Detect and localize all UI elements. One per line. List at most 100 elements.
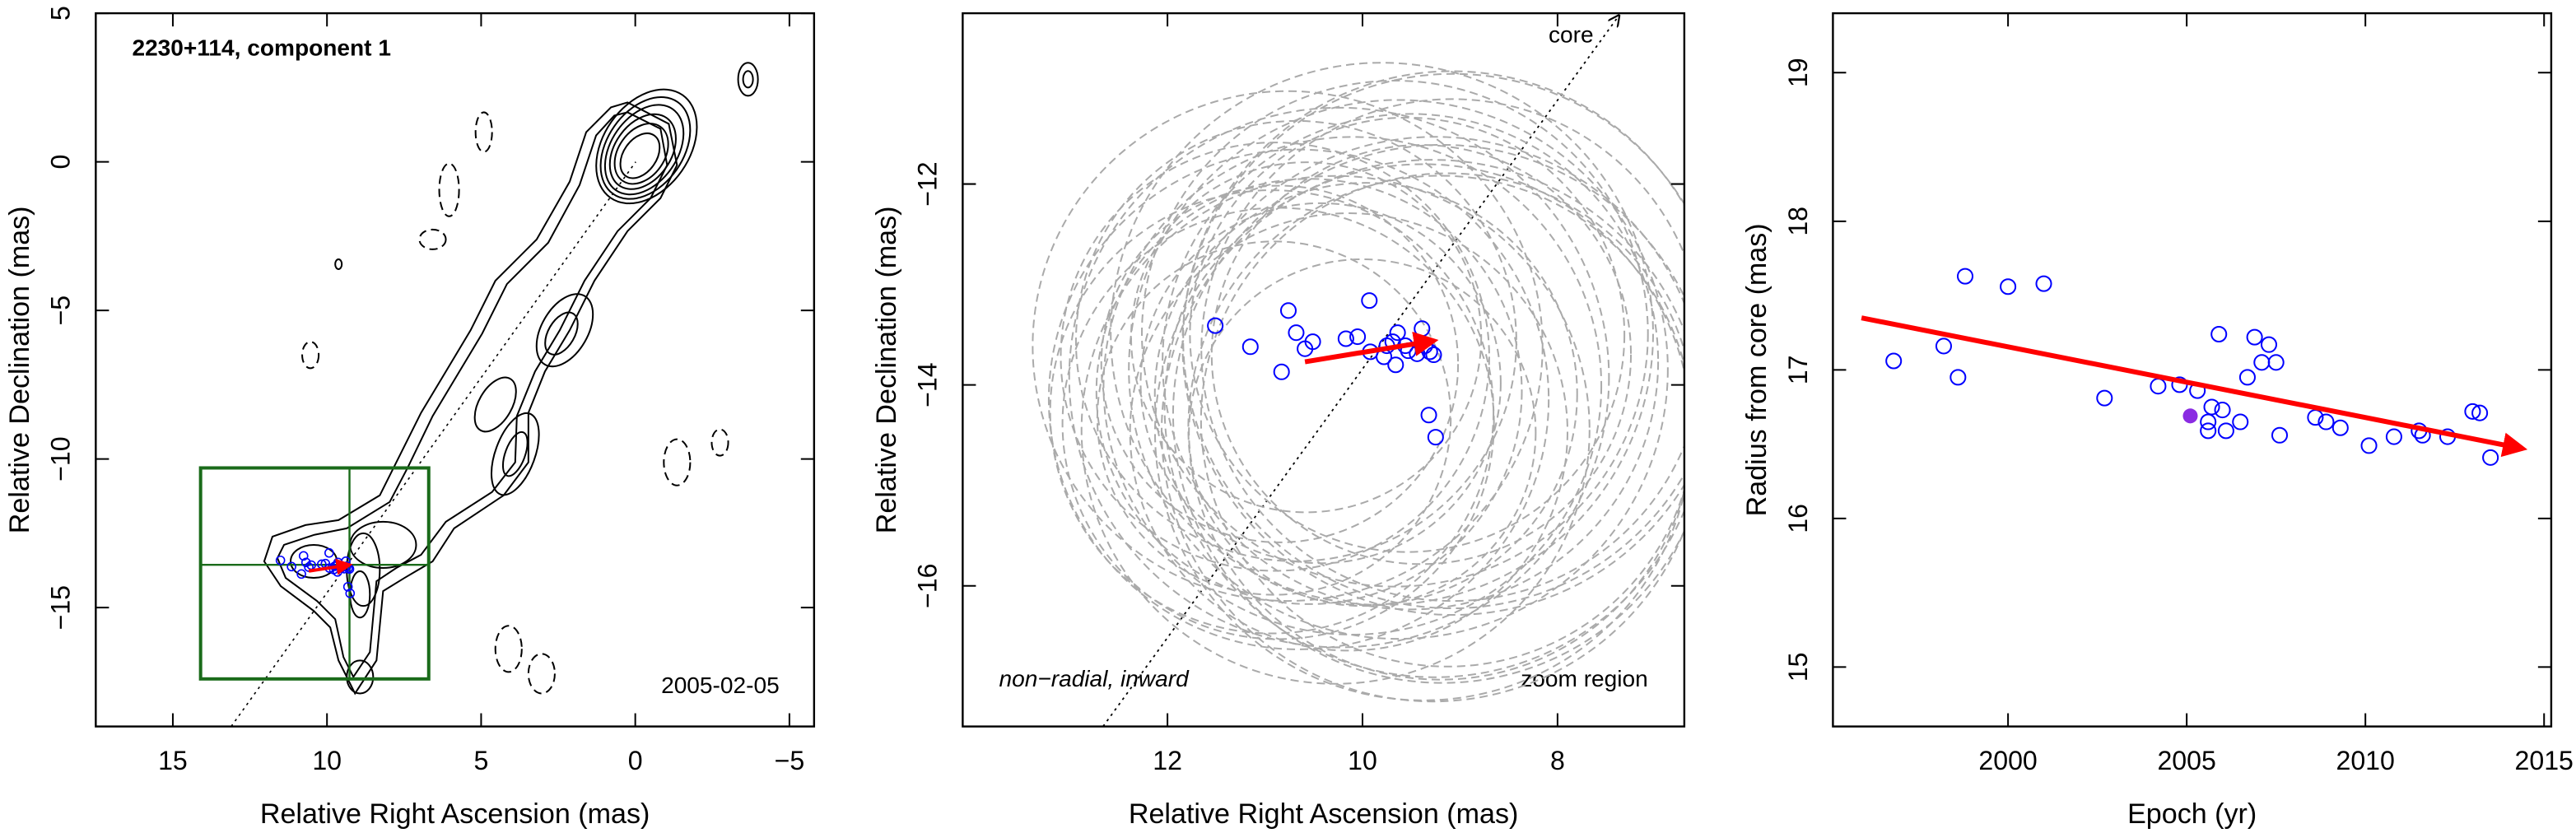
x-tick-label: 2015 [2515,746,2574,775]
uncertainty-circle [1139,202,1502,565]
x-axis-label: Relative Right Ascension (mas) [260,798,650,830]
y-axis-label: Relative Declination (mas) [4,206,35,533]
uncertainty-circle [1161,159,1684,703]
x-tick-label: −5 [775,746,805,775]
point [1273,363,1290,380]
contour [276,111,668,679]
point [1935,337,1952,355]
point [2267,354,2285,371]
uncertainty-circle [1047,148,1550,650]
uncertainty-circle [1100,184,1460,543]
core-label: core [1549,22,1594,48]
y-tick-label: −5 [46,296,76,326]
x-tick-label: 8 [1550,746,1565,775]
contour [263,101,678,696]
contour [613,123,669,185]
uncertainty-circle [1110,62,1654,606]
point [2217,422,2234,440]
uncertainty-circle [1061,207,1495,640]
x-tick-label: 0 [628,746,643,775]
uncertainty-circle [1095,178,1523,605]
zoom-label: zoom region [1521,666,1648,691]
uncertainty-circle [1102,136,1603,635]
contour [544,311,579,356]
uncertainty-circle [1199,172,1684,668]
uncertainty-circle [1032,90,1544,603]
point [2360,437,2378,454]
uncertainty-circle [1162,113,1660,611]
y-tick-label: −16 [913,564,943,608]
point [1241,338,1259,356]
y-tick-label: 16 [1783,504,1813,533]
x-tick-label: 12 [1153,746,1182,775]
uncertainty-circle [1154,163,1684,701]
component-position [298,551,309,561]
uncertainty-circle [1210,144,1633,565]
contour [599,96,692,200]
contour [608,113,677,190]
uncertainty-circle [1129,212,1568,652]
trend-arrow [308,558,353,575]
x-tick-label: 10 [312,746,342,775]
y-axis-label: Relative Declination (mas) [871,206,902,533]
component-position [300,557,311,568]
contour [490,412,540,496]
y-tick-label: 15 [1783,653,1813,682]
y-tick-label: −10 [46,436,76,481]
point [1207,317,1224,334]
point [2203,398,2220,416]
contour [501,430,529,477]
epoch-label: 2005-02-05 [661,672,780,698]
point [1389,324,1406,342]
contour [346,659,375,695]
point [2471,404,2489,421]
uncertainty-circles [1032,62,1684,703]
point [1956,268,1974,285]
motion-label: non−radial, inward [999,666,1190,691]
component-position [296,569,306,579]
point [1279,302,1297,319]
contour [742,70,754,89]
point [2000,278,2017,296]
core-direction [1102,16,1619,728]
negative-contour [527,653,556,695]
trend-arrow [1861,315,2528,458]
y-tick-label: 5 [46,6,76,21]
negative-contour [301,341,320,370]
component-position [345,589,356,598]
y-axis-label: Radius from core (mas) [1741,223,1772,516]
point [2200,422,2217,440]
point [2385,428,2402,445]
negative-contour [494,625,523,673]
contour [473,376,517,433]
y-tick-label: −15 [46,585,76,630]
contour [535,293,594,368]
contour [603,104,685,196]
uncertainty-circle [1080,175,1591,685]
uncertainty-circle [1200,98,1684,603]
point [2232,413,2249,430]
component-position [275,555,286,565]
negative-contour [663,438,692,486]
point [2214,402,2231,419]
x-tick-label: 2000 [1978,746,2037,775]
point [2096,389,2113,407]
y-tick-label: −14 [913,362,943,407]
point [1420,407,1437,424]
contour [334,258,343,270]
point [2238,369,2256,386]
component-position [304,562,314,572]
point [2317,413,2335,430]
highlight-point [2182,408,2198,424]
uncertainty-circle [1128,99,1669,640]
y-tick-label: −12 [913,161,943,206]
x-axis-label: Epoch (yr) [2127,798,2257,830]
axes-frame [95,12,816,728]
uncertainty-circle [1068,106,1610,649]
point [2260,336,2278,353]
point [1387,356,1404,374]
zoom-box [198,466,431,681]
y-tick-label: 18 [1783,207,1813,236]
